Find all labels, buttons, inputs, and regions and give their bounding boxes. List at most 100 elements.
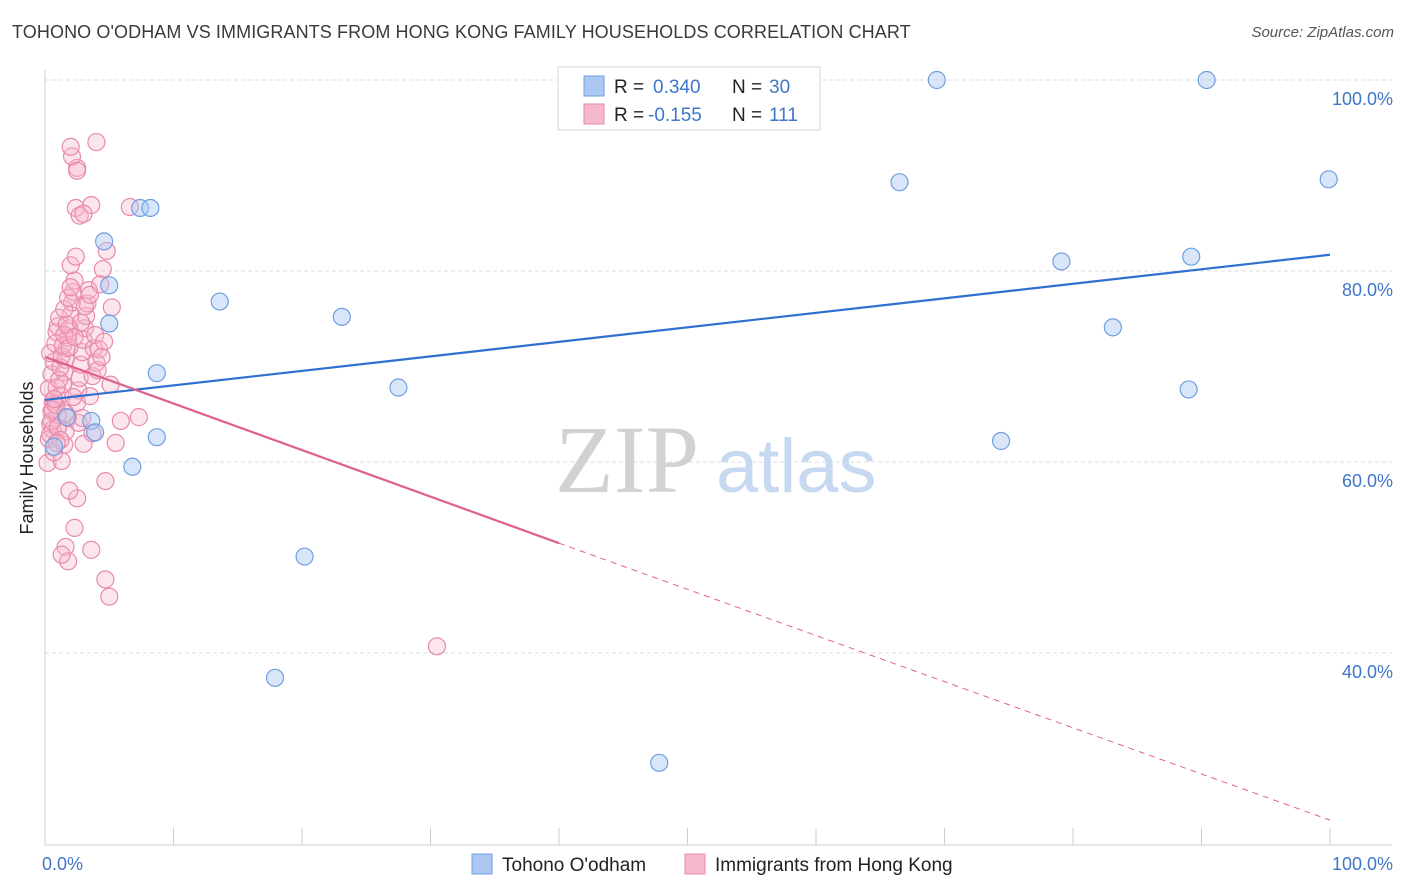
tohono-point: [332, 307, 351, 326]
tohono-point: [927, 70, 946, 90]
hong-kong-point: [65, 518, 84, 537]
tohono-point: [100, 314, 119, 333]
hong-kong-point: [61, 256, 80, 275]
hong-kong-point: [61, 137, 80, 156]
bottom-legend-swatch-blue: [471, 853, 493, 875]
series-legend: Tohono O'odham Immigrants from Hong Kong: [471, 853, 953, 876]
hong-kong-point: [68, 161, 87, 180]
hong-kong-point: [55, 300, 74, 319]
hong-kong-point: [66, 247, 85, 266]
legend-r-value-1: 0.340: [653, 77, 701, 98]
y-axis-label: Family Households: [17, 381, 37, 534]
tohono-point: [1179, 380, 1198, 399]
hong-kong-point: [92, 347, 111, 367]
hong-kong-point: [59, 288, 78, 307]
hong-kong-point: [59, 552, 78, 571]
tohono-point: [82, 411, 101, 431]
tohono-point: [130, 198, 150, 218]
tohono-point: [1052, 252, 1071, 271]
hong-kong-point: [87, 132, 106, 152]
hong-kong-point: [96, 570, 115, 589]
hong-kong-point: [86, 325, 105, 345]
hong-kong-point: [106, 433, 125, 452]
watermark-atlas: atlas: [716, 424, 877, 509]
correlation-legend: R = 0.340 N = 30 R = -0.155 N = 111: [557, 66, 821, 131]
tohono-points: [44, 70, 1338, 772]
tohono-point: [650, 753, 669, 772]
source-label: Source: ZipAtlas.com: [1251, 24, 1394, 41]
axes: [44, 70, 1392, 846]
x-tick-label: 0.0%: [42, 854, 83, 874]
chart-title: TOHONO O'ODHAM VS IMMIGRANTS FROM HONG K…: [12, 22, 911, 42]
hong-kong-point: [62, 147, 82, 166]
legend-r-label-1: R =: [614, 77, 644, 98]
hong-kong-point: [60, 338, 79, 357]
tohono-point: [57, 408, 76, 427]
legend-r-label-2: R =: [614, 105, 644, 126]
y-tick-label: 40.0%: [1342, 662, 1393, 682]
legend-swatch-pink: [583, 103, 605, 125]
bottom-legend-swatch-pink: [684, 853, 706, 875]
hong-kong-point: [96, 472, 115, 491]
hong-kong-trend-line: [44, 355, 560, 545]
x-tick-labels: 0.0% 100.0%: [42, 854, 1393, 874]
tohono-point: [1319, 170, 1338, 189]
tohono-point: [389, 378, 408, 397]
hong-kong-point: [68, 489, 87, 508]
tohono-point: [1182, 247, 1201, 266]
hong-kong-point: [61, 278, 80, 297]
grid-lines: [45, 79, 1392, 654]
tohono-point: [210, 292, 229, 311]
tohono-point: [95, 232, 114, 251]
bottom-legend-label-2: Immigrants from Hong Kong: [715, 855, 953, 876]
x-tick-label: 100.0%: [1332, 854, 1393, 874]
tohono-point: [44, 437, 64, 456]
tohono-point: [123, 457, 142, 476]
hong-kong-points: [38, 132, 447, 656]
hong-kong-point: [74, 204, 93, 223]
legend-n-label-2: N =: [732, 105, 762, 126]
tohono-trend-line: [44, 253, 1331, 402]
hong-kong-point: [95, 332, 114, 351]
tohono-point: [1103, 318, 1122, 337]
tohono-point: [991, 431, 1011, 451]
hong-kong-point: [75, 297, 94, 316]
trend-lines: [44, 253, 1331, 821]
hong-kong-point: [100, 587, 119, 606]
y-tick-label: 100.0%: [1332, 89, 1393, 109]
watermark-zip: ZIP: [555, 406, 699, 513]
hong-kong-point: [38, 453, 57, 473]
hong-kong-point: [102, 298, 121, 317]
legend-swatch-blue: [583, 75, 605, 97]
tohono-point: [86, 423, 105, 442]
watermark: ZIP atlas: [555, 406, 877, 513]
hong-kong-point: [74, 434, 93, 453]
tohono-point: [295, 547, 314, 566]
hong-kong-point: [111, 411, 130, 431]
hong-kong-point: [93, 259, 112, 279]
bottom-legend-label-1: Tohono O'odham: [502, 855, 646, 876]
tohono-point: [147, 428, 166, 447]
y-tick-label: 80.0%: [1342, 280, 1393, 300]
tohono-point: [890, 173, 909, 192]
legend-n-label-1: N =: [732, 77, 762, 98]
y-tick-labels: 40.0% 60.0% 80.0% 100.0%: [1332, 89, 1393, 682]
hong-kong-point: [52, 545, 71, 564]
hong-kong-point: [87, 353, 106, 372]
hong-kong-point: [71, 313, 91, 332]
hong-kong-point: [129, 408, 148, 427]
hong-kong-point: [60, 481, 79, 500]
tohono-point: [265, 668, 285, 687]
legend-r-value-2: -0.155: [648, 105, 702, 126]
y-tick-label: 60.0%: [1342, 471, 1393, 491]
tohono-point: [1197, 70, 1216, 90]
tohono-point: [141, 198, 160, 218]
legend-n-value-1: 30: [769, 77, 790, 98]
hong-kong-point: [427, 637, 447, 656]
legend-n-value-2: 111: [769, 105, 798, 126]
tohono-point: [100, 276, 119, 295]
tohono-point: [147, 364, 166, 383]
hong-kong-trend-extension: [558, 542, 1331, 821]
hong-kong-point: [82, 540, 101, 559]
